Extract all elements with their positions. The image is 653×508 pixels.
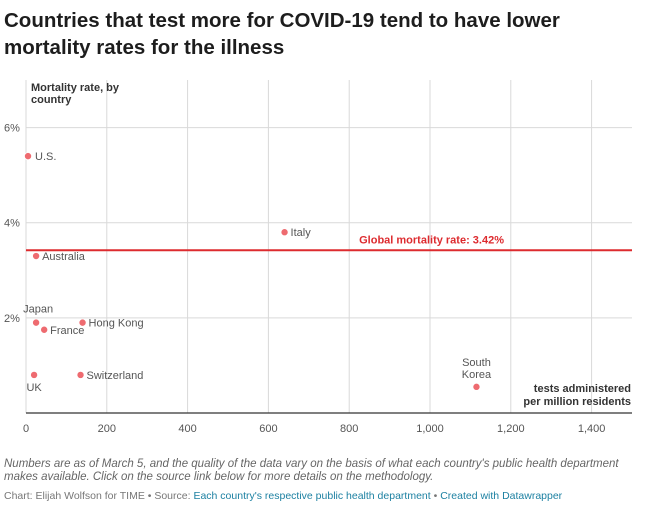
x-tick-label: 400 [178, 423, 196, 435]
data-point-label: Australia [42, 251, 86, 263]
source-link[interactable]: Each country's respective public health … [193, 490, 431, 502]
data-point-label: Italy [291, 227, 312, 239]
byline-author: Chart: Elijah Wolfson for TIME [4, 490, 145, 502]
x-tick-label: 0 [23, 423, 29, 435]
data-point [30, 370, 39, 379]
y-axis-title: Mortality rate, by [31, 82, 120, 94]
data-point [78, 318, 87, 327]
chart-title: Countries that test more for COVID-19 te… [4, 9, 560, 59]
global-mortality-label: Global mortality rate: 3.42% [359, 234, 504, 246]
data-point-label: Japan [23, 304, 53, 316]
chart-byline: Chart: Elijah Wolfson for TIME • Source:… [4, 490, 649, 502]
byline-separator-2: • [430, 490, 441, 502]
x-axis-title: tests administered [534, 383, 631, 395]
data-point [472, 382, 481, 391]
x-tick-label: 200 [98, 423, 116, 435]
y-tick-label: 4% [4, 218, 20, 230]
x-tick-label: 1,000 [416, 423, 444, 435]
data-point-label: Switzerland [87, 370, 144, 382]
y-tick-label: 6% [4, 123, 20, 135]
data-point-label: U.S. [35, 151, 56, 163]
data-point [76, 370, 85, 379]
y-axis-title: country [31, 94, 72, 106]
data-point-label: Hong Kong [89, 318, 144, 330]
y-tick-label: 2% [4, 313, 20, 325]
x-tick-label: 1,200 [497, 423, 525, 435]
x-tick-label: 1,400 [578, 423, 606, 435]
byline-source-label: Source: [154, 490, 194, 502]
data-point-label: South [462, 357, 491, 369]
data-point-label: France [50, 325, 84, 337]
data-point-label: Korea [462, 369, 492, 381]
data-point [32, 318, 41, 327]
data-point [24, 152, 33, 161]
chart-notes: Numbers are as of March 5, and the quali… [4, 458, 619, 483]
data-point [40, 325, 49, 334]
x-axis-title: per million residents [523, 396, 631, 408]
byline-separator: • [144, 490, 155, 502]
data-point-label: UK [26, 382, 42, 394]
x-tick-label: 800 [340, 423, 358, 435]
x-tick-label: 600 [259, 423, 277, 435]
datawrapper-link[interactable]: Created with Datawrapper [440, 490, 563, 502]
data-point [280, 228, 289, 237]
data-point [32, 252, 41, 261]
